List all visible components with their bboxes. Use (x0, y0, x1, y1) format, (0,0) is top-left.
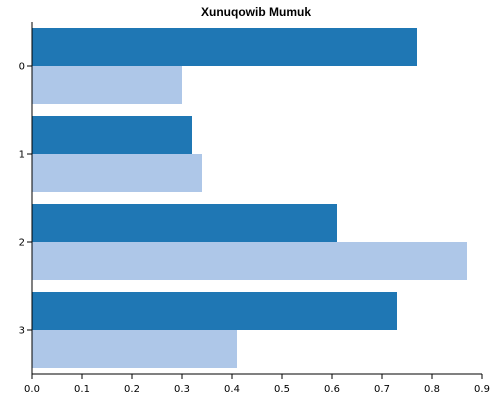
y-axis: 0 1 2 3 (19, 22, 33, 374)
bar-3-series-1 (32, 330, 237, 368)
x-tick-label: 0.1 (74, 384, 90, 395)
x-tick-label: 0.9 (474, 384, 490, 395)
x-tick-label: 0.5 (274, 384, 290, 395)
bars-layer (32, 28, 467, 368)
x-tick-label: 0.6 (324, 384, 340, 395)
bar-1-series-1 (32, 154, 202, 192)
x-tick-label: 0.3 (174, 384, 190, 395)
x-tick-label: 0.4 (224, 384, 240, 395)
x-axis: 0.0 0.1 0.2 0.3 0.4 0.5 0.6 0.7 0.8 0.9 (24, 373, 490, 395)
x-tick-label: 0.7 (374, 384, 390, 395)
y-tick-label: 1 (19, 150, 25, 161)
x-tick-label: 0.0 (24, 384, 40, 395)
chart-title: Xunuqowib Mumuk (201, 5, 311, 19)
bar-2-series-0 (32, 204, 337, 242)
bar-0-series-1 (32, 66, 182, 104)
x-tick-label: 0.2 (124, 384, 140, 395)
bar-0-series-0 (32, 28, 417, 66)
bar-1-series-0 (32, 116, 192, 154)
y-tick-label: 3 (19, 326, 25, 337)
x-tick-label: 0.8 (424, 384, 440, 395)
bar-3-series-0 (32, 292, 397, 330)
y-tick-label: 0 (19, 62, 25, 73)
y-tick-label: 2 (19, 238, 25, 249)
bar-2-series-1 (32, 242, 467, 280)
